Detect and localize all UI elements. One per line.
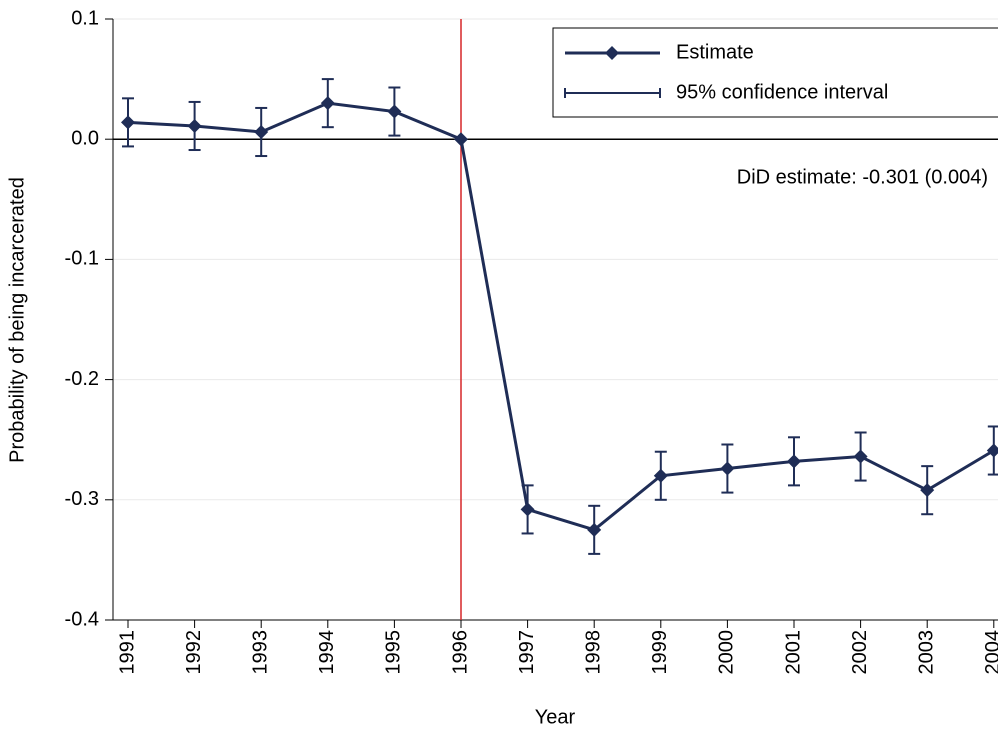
y-tick-label: -0.3 <box>65 488 99 510</box>
x-tick-label: 1996 <box>449 630 471 675</box>
x-tick-label: 2003 <box>915 630 937 675</box>
y-axis-label: Probability of being incarcerated <box>6 177 28 463</box>
x-tick-label: 1992 <box>183 630 205 675</box>
marker <box>187 118 202 133</box>
x-tick-label: 1997 <box>516 630 538 675</box>
marker <box>986 443 998 458</box>
legend-marker <box>605 46 619 60</box>
y-tick-label: 0.0 <box>71 127 99 149</box>
x-tick-label: 2000 <box>716 630 738 675</box>
x-axis-label: Year <box>535 706 576 728</box>
x-tick-label: 1991 <box>116 630 138 675</box>
x-tick-label: 2001 <box>782 630 804 675</box>
marker <box>254 124 269 139</box>
marker <box>320 96 335 111</box>
y-tick-label: 0.1 <box>71 7 99 29</box>
marker <box>520 502 535 517</box>
marker <box>853 449 868 464</box>
x-tick-label: 1998 <box>582 630 604 675</box>
marker <box>454 132 468 147</box>
x-tick-label: 1994 <box>316 630 338 675</box>
x-tick-label: 2002 <box>849 630 871 675</box>
marker <box>387 104 402 119</box>
x-tick-label: 1995 <box>383 630 405 675</box>
marker <box>121 115 135 130</box>
marker <box>787 454 801 469</box>
x-tick-label: 2004 <box>982 630 998 675</box>
marker <box>587 522 602 537</box>
x-tick-label: 1999 <box>649 630 671 675</box>
annotation: DiD estimate: -0.301 (0.004) <box>737 166 988 188</box>
y-tick-label: -0.4 <box>65 608 99 630</box>
line <box>127 101 995 532</box>
marker <box>653 468 668 483</box>
y-tick-label: -0.2 <box>65 368 99 390</box>
x-tick-label: 1993 <box>249 630 271 675</box>
y-tick-label: -0.1 <box>65 248 99 270</box>
legend-label: Estimate <box>676 41 754 63</box>
legend-box <box>552 27 998 118</box>
legend-label: 95% confidence interval <box>676 81 888 103</box>
marker <box>920 483 935 498</box>
marker <box>720 461 735 476</box>
